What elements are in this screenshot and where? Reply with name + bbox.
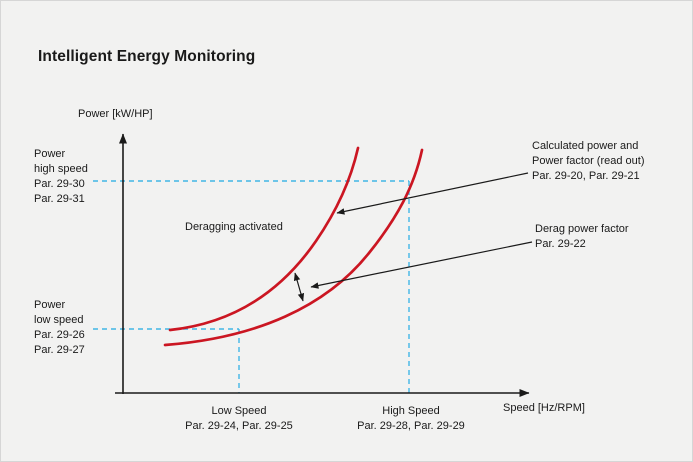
high-speed-label: High Speed Par. 29-28, Par. 29-29 — [357, 405, 465, 432]
x-axis-label: Speed [Hz/RPM] — [503, 402, 585, 414]
deragging-activated-label: Deragging activated — [185, 221, 283, 233]
y-axis-label: Power [kW/HP] — [78, 108, 153, 120]
power-low-speed-label: Power low speed Par. 29-26 Par. 29-27 — [34, 299, 85, 356]
derag-power-curve — [168, 146, 360, 332]
calculated-power-label: Calculated power and Power factor (read … — [532, 140, 645, 182]
normal-power-curve — [163, 148, 424, 347]
power-high-speed-label: Power high speed Par. 29-30 Par. 29-31 — [34, 148, 88, 205]
derag-power-factor-label: Derag power factor Par. 29-22 — [535, 223, 629, 250]
power-delta-double-arrow-icon — [293, 272, 305, 302]
figure-title: Intelligent Energy Monitoring — [38, 48, 256, 65]
derag-power-factor-arrow-icon — [310, 241, 533, 289]
calculated-power-arrow-icon — [336, 172, 529, 215]
low-speed-label: Low Speed Par. 29-24, Par. 29-25 — [185, 405, 293, 432]
